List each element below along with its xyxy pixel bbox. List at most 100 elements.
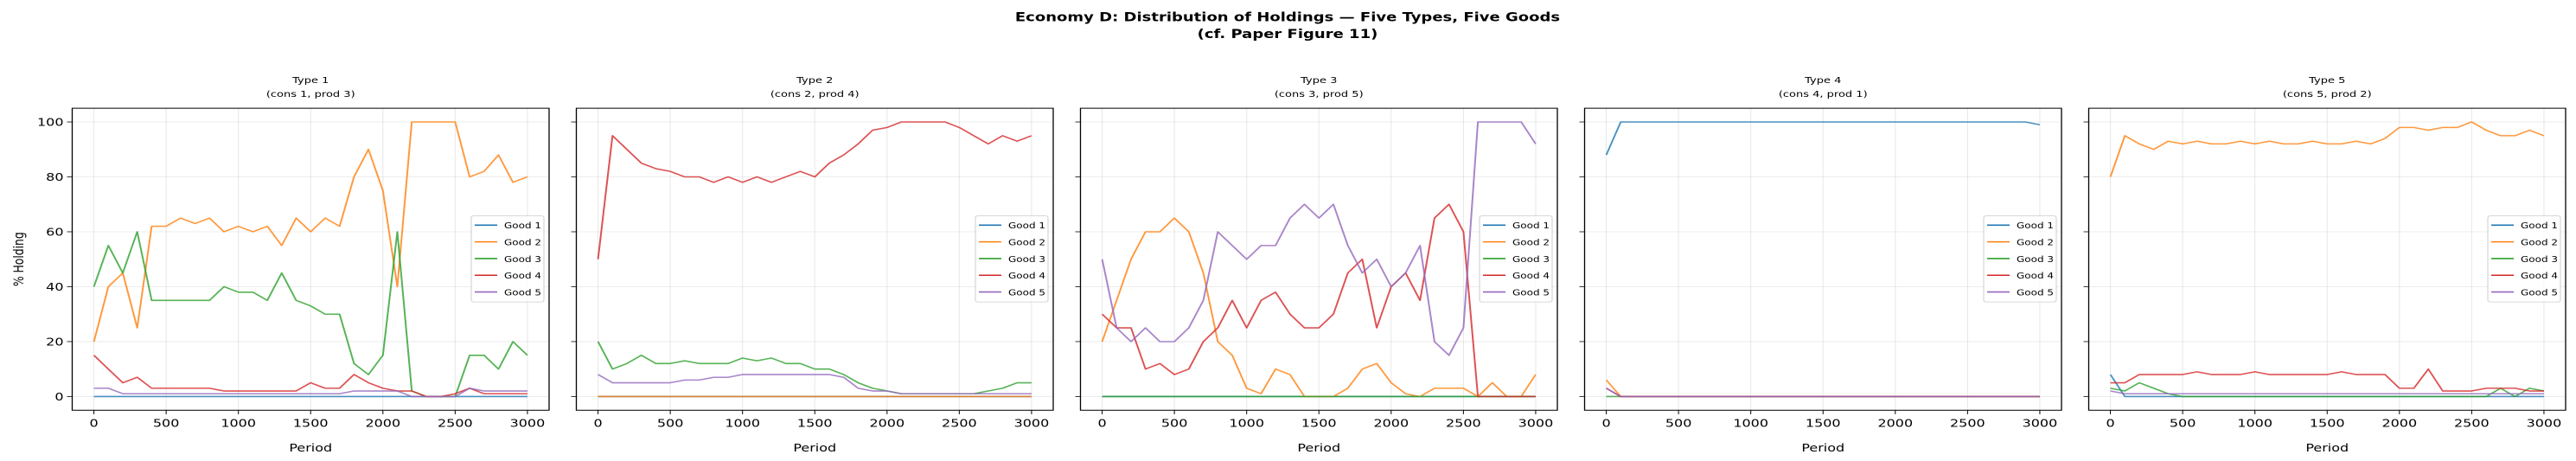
subplot-subtitle: (cons 4, prod 1) bbox=[1779, 88, 1868, 99]
x-tick-label: 2000 bbox=[1373, 418, 1409, 430]
legend-label: Good 3 bbox=[2017, 254, 2054, 264]
x-tick-label: 3000 bbox=[2527, 418, 2562, 430]
series-line-good-4 bbox=[2110, 368, 2544, 392]
legend: Good 1 Good 2 Good 3 Good 4 Good 5 bbox=[470, 215, 545, 303]
legend-box bbox=[470, 215, 545, 303]
series-line-good-5 bbox=[1606, 387, 2040, 398]
legend-label: Good 3 bbox=[1512, 254, 1550, 264]
legend-label: Good 5 bbox=[1008, 288, 1045, 298]
x-tick-label: 500 bbox=[2170, 418, 2196, 430]
x-tick-label: 1000 bbox=[1229, 418, 1264, 430]
legend-label: Good 1 bbox=[1008, 221, 1045, 231]
series-line-good-5 bbox=[598, 374, 1032, 394]
x-tick-label: 500 bbox=[657, 418, 684, 430]
y-tick-label: 100 bbox=[37, 117, 64, 129]
legend-box bbox=[2487, 215, 2561, 303]
legend-label: Good 1 bbox=[504, 221, 541, 231]
series-line-good-2 bbox=[2109, 121, 2545, 177]
series-line-good-1 bbox=[1605, 121, 2041, 156]
legend-label: Good 3 bbox=[1008, 254, 1045, 264]
x-tick-label: 2000 bbox=[2381, 418, 2417, 430]
x-tick-label: 1000 bbox=[1733, 418, 1768, 430]
x-tick-label: 1500 bbox=[1806, 418, 1841, 430]
x-tick-label: 500 bbox=[153, 418, 180, 430]
subplot-subtitle: (cons 3, prod 5) bbox=[1275, 88, 1364, 99]
subplot-type-5: 0 500 1000 1500 2000 2500 3000 Type 5 (cons 5, p… bbox=[2083, 74, 2566, 455]
figure-title-line2: (cf. Paper Figure 11) bbox=[1198, 27, 1378, 41]
x-tick-label: 3000 bbox=[510, 418, 546, 430]
x-tick-label: 2500 bbox=[1950, 418, 1985, 430]
x-tick-label: 2500 bbox=[942, 418, 977, 430]
legend: Good 1 Good 2 Good 3 Good 4 Good 5 bbox=[1479, 215, 1553, 303]
x-tick-label: 3000 bbox=[1014, 418, 1050, 430]
subplot-subtitle: (cons 1, prod 3) bbox=[266, 88, 355, 99]
x-tick-label: 2500 bbox=[2454, 418, 2490, 430]
legend-box bbox=[1983, 215, 2057, 303]
x-tick-label: 1500 bbox=[2310, 418, 2345, 430]
legend-label: Good 4 bbox=[2017, 271, 2054, 280]
subplot-title: Type 5 bbox=[2308, 74, 2345, 85]
series-line-good-5 bbox=[1101, 121, 1537, 356]
x-axis-label: Period bbox=[2305, 443, 2349, 455]
legend-label: Good 5 bbox=[504, 288, 541, 298]
y-tick-label: 80 bbox=[46, 172, 63, 184]
series-line-good-5 bbox=[2110, 390, 2544, 394]
series-line-good-4 bbox=[93, 355, 527, 398]
series-line-good-5 bbox=[93, 387, 527, 398]
x-tick-label: 1500 bbox=[797, 418, 833, 430]
x-tick-label: 0 bbox=[593, 418, 602, 430]
legend-label: Good 2 bbox=[1512, 238, 1550, 247]
subplot-title: Type 1 bbox=[291, 74, 329, 85]
x-tick-label: 3000 bbox=[1518, 418, 1554, 430]
subplot-type-2: 0 500 1000 1500 2000 2500 3000 Type 2 (cons 2, p… bbox=[571, 74, 1054, 455]
legend-label: Good 1 bbox=[2017, 221, 2054, 231]
legend-label: Good 4 bbox=[2521, 271, 2558, 280]
figure-title-line1: Economy D: Distribution of Holdings — Fi… bbox=[1015, 10, 1560, 24]
x-tick-label: 2500 bbox=[1446, 418, 1481, 430]
legend-label: Good 2 bbox=[504, 238, 541, 247]
legend-box bbox=[1479, 215, 1553, 303]
x-axis-label: Period bbox=[1297, 443, 1340, 455]
subplot-subtitle: (cons 5, prod 2) bbox=[2283, 88, 2372, 99]
subplot-title: Type 2 bbox=[796, 74, 833, 85]
legend-label: Good 5 bbox=[1512, 288, 1550, 298]
legend-label: Good 4 bbox=[1008, 271, 1045, 280]
x-tick-label: 0 bbox=[1601, 418, 1610, 430]
subplot-title: Type 3 bbox=[1300, 74, 1337, 85]
legend: Good 1 Good 2 Good 3 Good 4 Good 5 bbox=[2487, 215, 2561, 303]
legend: Good 1 Good 2 Good 3 Good 4 Good 5 bbox=[975, 215, 1049, 303]
series-line-good-2 bbox=[93, 121, 528, 343]
legend-box bbox=[975, 215, 1049, 303]
x-axis-label: Period bbox=[1801, 443, 1844, 455]
legend-label: Good 4 bbox=[504, 271, 541, 280]
subplot-type-4: 0 500 1000 1500 2000 2500 3000 Type 4 (cons 4, p… bbox=[1579, 74, 2062, 455]
legend-label: Good 2 bbox=[2017, 238, 2054, 247]
y-axis-label: % Holding bbox=[12, 232, 28, 286]
subplot-subtitle: (cons 2, prod 4) bbox=[770, 88, 860, 99]
series-line-good-3 bbox=[2110, 381, 2545, 398]
y-tick-label: 20 bbox=[46, 336, 63, 349]
x-tick-label: 2000 bbox=[1877, 418, 1913, 430]
x-tick-label: 1500 bbox=[1301, 418, 1337, 430]
subplot-type-3: 0 500 1000 1500 2000 2500 3000 Type 3 (cons 3, p… bbox=[1075, 74, 1558, 455]
x-axis-label: Period bbox=[289, 443, 332, 455]
x-tick-label: 2500 bbox=[438, 418, 473, 430]
subplot-title: Type 4 bbox=[1804, 74, 1841, 85]
legend-label: Good 2 bbox=[1008, 238, 1045, 247]
legend: Good 1 Good 2 Good 3 Good 4 Good 5 bbox=[1983, 215, 2057, 303]
x-axis-label: Period bbox=[793, 443, 836, 455]
x-tick-label: 3000 bbox=[2023, 418, 2058, 430]
subplot-type-1: 0 500 1000 1500 2000 2500 3000 0 20 40 60 80 100 Type… bbox=[12, 74, 550, 455]
y-tick-label: 0 bbox=[54, 392, 63, 404]
legend-label: Good 5 bbox=[2521, 288, 2558, 298]
x-tick-label: 500 bbox=[1161, 418, 1188, 430]
x-tick-label: 0 bbox=[1097, 418, 1106, 430]
legend-label: Good 1 bbox=[2521, 221, 2558, 231]
series-line-good-4 bbox=[1101, 203, 1536, 398]
series-line-good-4 bbox=[597, 121, 1032, 259]
x-tick-label: 1500 bbox=[293, 418, 329, 430]
x-tick-label: 2000 bbox=[365, 418, 400, 430]
legend-label: Good 1 bbox=[1512, 221, 1550, 231]
